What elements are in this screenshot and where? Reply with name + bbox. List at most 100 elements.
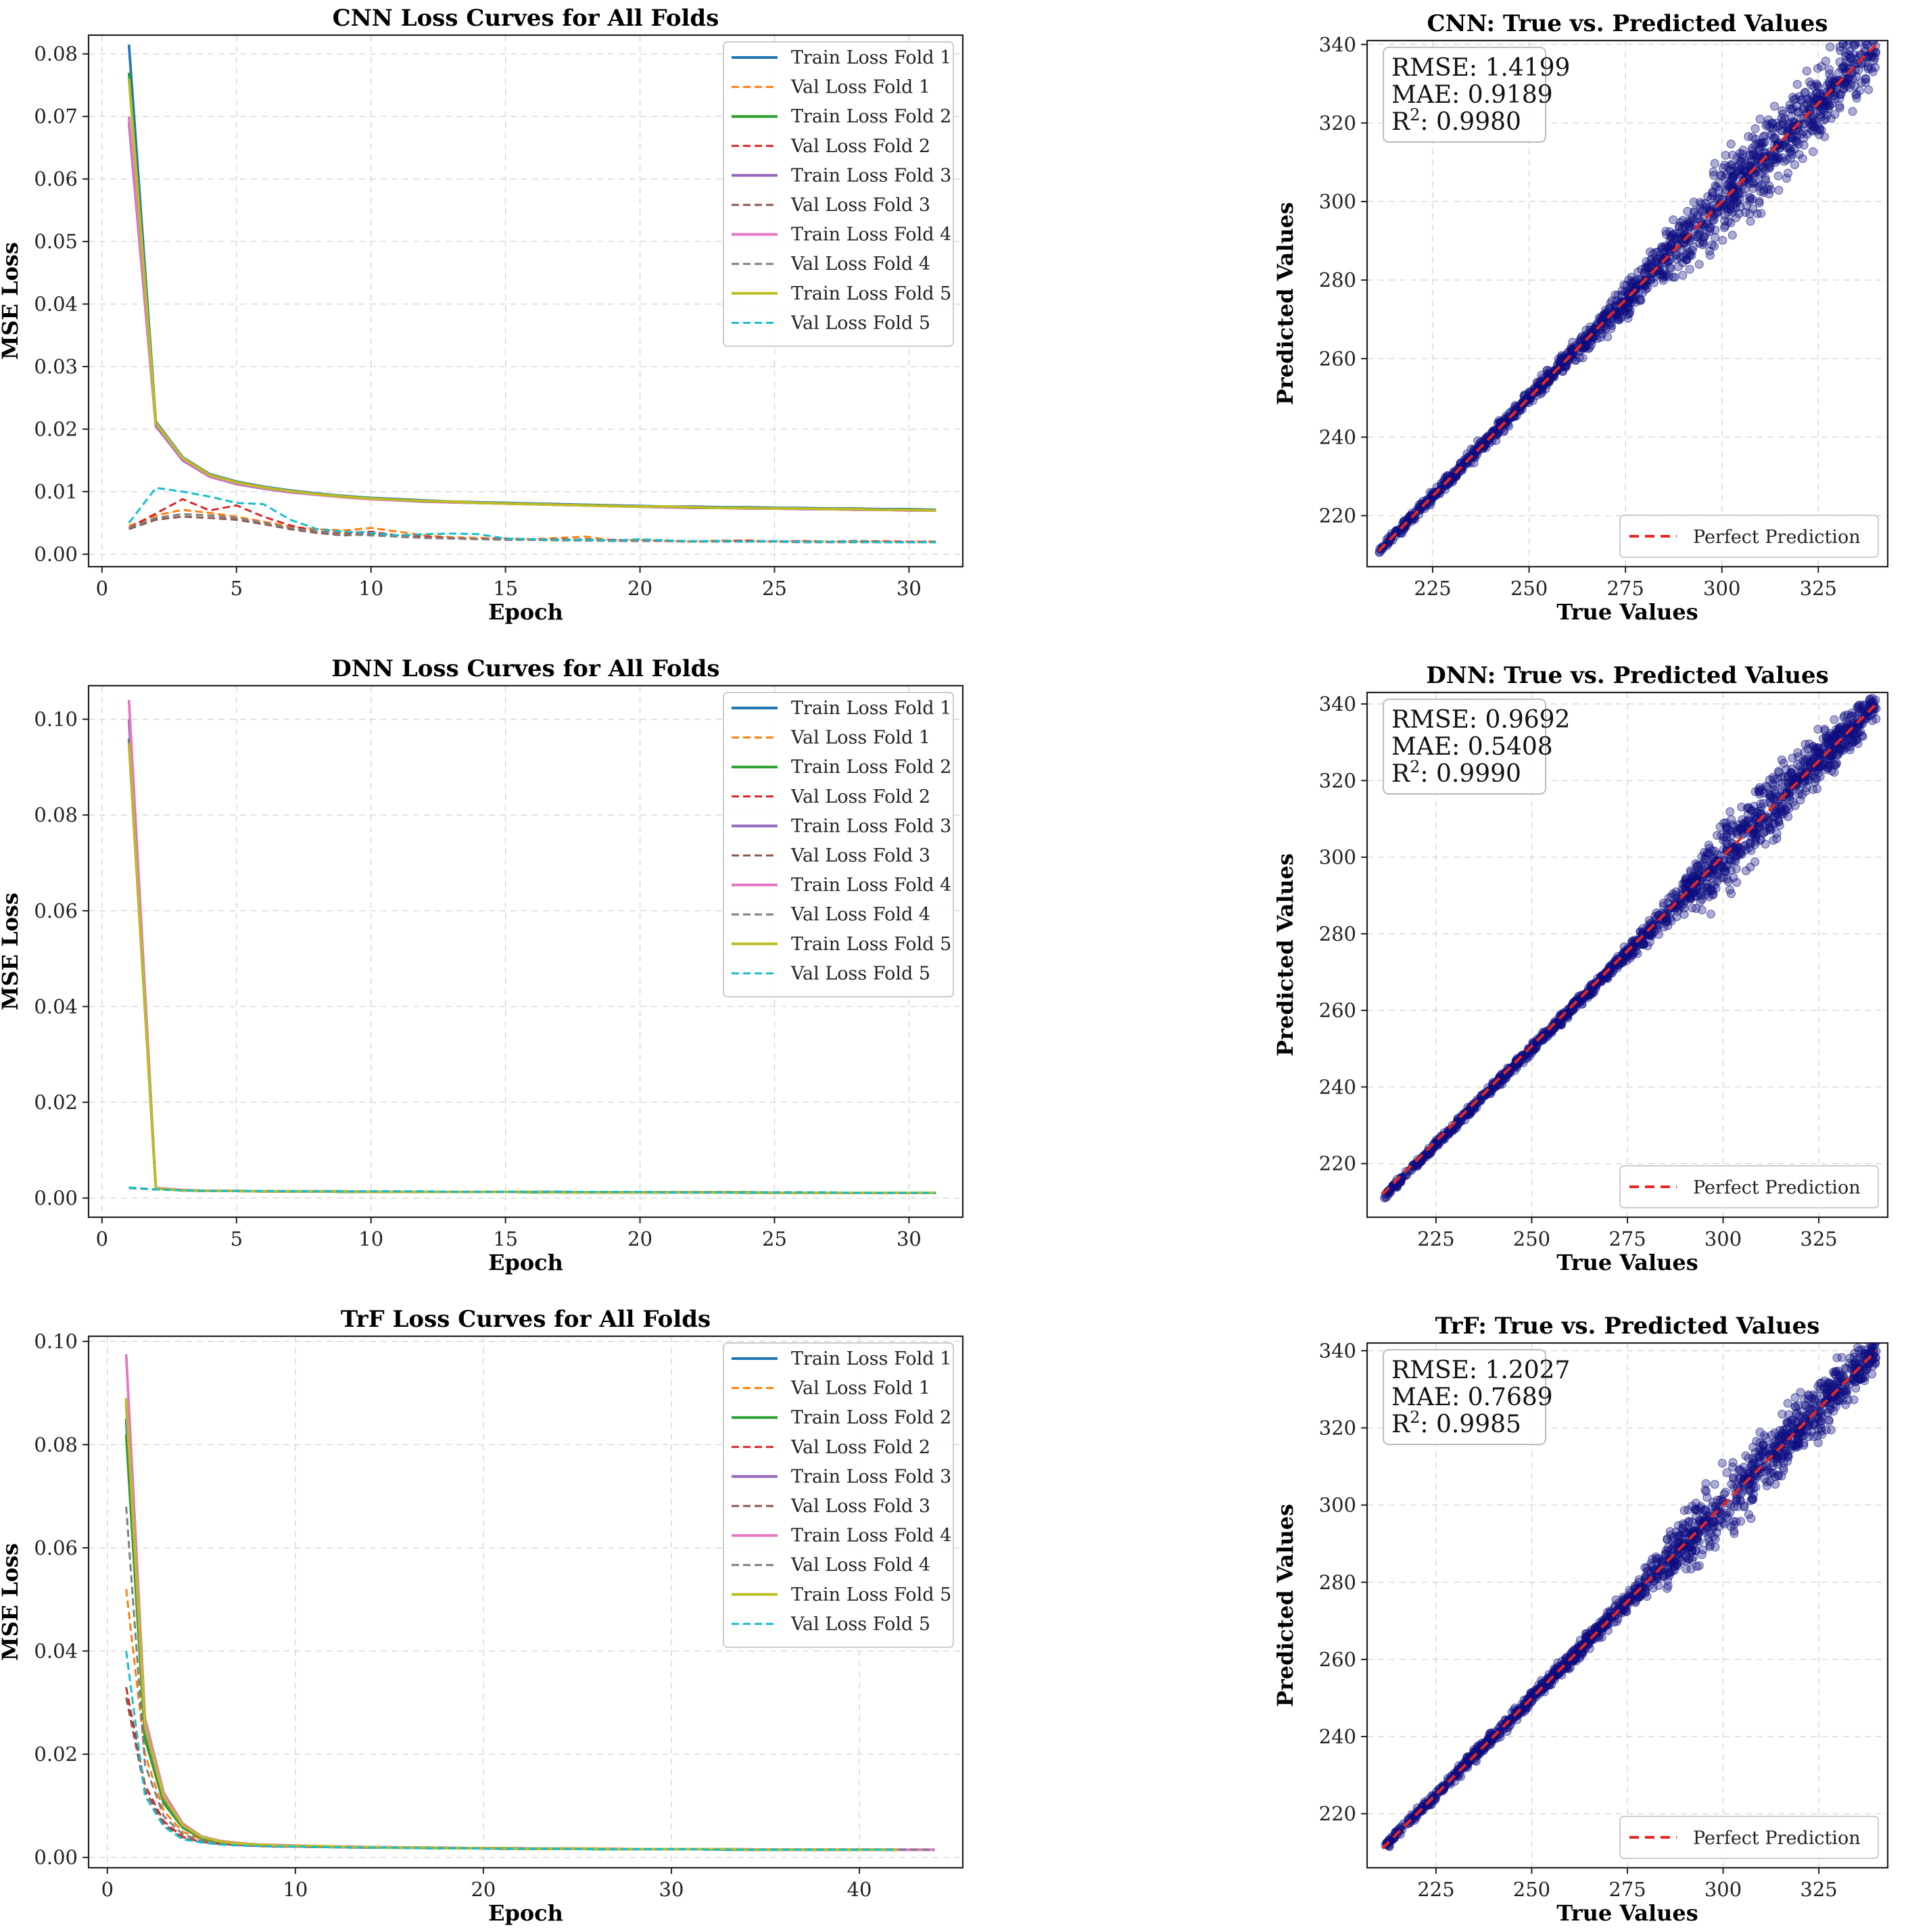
- legend-label: Val Loss Fold 5: [790, 963, 930, 984]
- data-point: [1728, 173, 1738, 183]
- data-point: [1783, 1398, 1792, 1408]
- y-tick-label: 340: [1319, 692, 1356, 715]
- chart-title: TrF Loss Curves for All Folds: [341, 1306, 711, 1333]
- data-point: [1703, 219, 1713, 229]
- data-point: [1732, 878, 1742, 887]
- data-point: [1792, 80, 1802, 89]
- x-axis-label: True Values: [1556, 1250, 1698, 1275]
- data-point: [1737, 802, 1746, 811]
- data-point: [1728, 150, 1738, 160]
- data-point: [1786, 133, 1795, 143]
- legend-label: Val Loss Fold 3: [790, 195, 930, 216]
- chart-title: DNN Loss Curves for All Folds: [331, 655, 719, 682]
- data-point: [1722, 839, 1732, 849]
- data-point: [1866, 30, 1874, 39]
- x-axis-label: True Values: [1556, 1900, 1698, 1926]
- legend-label: Perfect Prediction: [1693, 1177, 1861, 1198]
- series-line-2: [128, 509, 936, 543]
- x-tick-label: 325: [1800, 1227, 1837, 1250]
- data-point: [1700, 862, 1710, 870]
- legend-label: Val Loss Fold 1: [790, 728, 930, 749]
- legend-label: Val Loss Fold 4: [790, 904, 930, 925]
- data-point: [1746, 193, 1755, 203]
- data-point: [1771, 1451, 1780, 1460]
- data-point: [1771, 1436, 1780, 1446]
- data-point: [1736, 1497, 1746, 1506]
- data-point: [1719, 223, 1729, 233]
- data-point: [1759, 1441, 1768, 1451]
- data-point: [1842, 64, 1851, 74]
- data-point: [1587, 1625, 1596, 1634]
- data-point: [1683, 1528, 1692, 1538]
- y-tick-label: 0.03: [34, 355, 78, 378]
- data-point: [1672, 254, 1682, 264]
- y-tick-label: 0.00: [34, 1846, 78, 1869]
- data-point: [1778, 1430, 1787, 1438]
- r2-superscript: 2: [1410, 1408, 1420, 1427]
- y-tick-label: 220: [1319, 504, 1356, 527]
- x-tick-label: 25: [762, 577, 787, 600]
- data-point: [1699, 239, 1709, 248]
- data-point: [1728, 1517, 1738, 1526]
- series-line-4: [128, 498, 936, 543]
- data-point: [1800, 87, 1810, 97]
- y-tick-label: 0.08: [34, 1433, 78, 1456]
- x-tick-label: 300: [1704, 1878, 1742, 1901]
- legend-box: [1619, 1165, 1879, 1208]
- r2-superscript: 2: [1410, 757, 1420, 776]
- x-tick-label: 0: [101, 1878, 114, 1901]
- x-tick-label: 20: [471, 1878, 496, 1901]
- y-tick-label: 0.10: [34, 708, 78, 731]
- data-point: [1639, 1582, 1648, 1592]
- series-line-10: [128, 1186, 936, 1194]
- data-point: [1790, 160, 1799, 170]
- y-tick-label: 0.02: [34, 1091, 78, 1114]
- data-point: [1813, 64, 1822, 73]
- data-point: [1779, 1458, 1788, 1467]
- series-line-10: [128, 487, 936, 544]
- r2-prefix: R: [1391, 1411, 1410, 1438]
- legend-label: Train Loss Fold 2: [791, 1407, 951, 1428]
- data-point: [1863, 30, 1871, 39]
- data-point: [1723, 181, 1733, 190]
- legend-label: Val Loss Fold 1: [790, 1378, 930, 1399]
- data-point: [1794, 108, 1803, 117]
- data-point: [1670, 273, 1679, 282]
- data-point: [1620, 952, 1629, 962]
- data-point: [1723, 877, 1733, 887]
- data-point: [1786, 792, 1795, 801]
- y-tick-label: 260: [1319, 347, 1356, 370]
- x-tick-label: 0: [96, 577, 108, 600]
- data-point: [1537, 1676, 1546, 1685]
- data-point: [1672, 250, 1682, 259]
- data-point: [1835, 43, 1844, 51]
- data-point: [1654, 930, 1663, 939]
- data-point: [1631, 281, 1641, 291]
- data-point: [1688, 1517, 1696, 1527]
- data-point: [1820, 132, 1830, 141]
- x-tick-label: 250: [1510, 577, 1548, 600]
- data-point: [1783, 802, 1792, 811]
- data-point: [1815, 772, 1825, 781]
- data-point: [1843, 710, 1853, 720]
- data-point: [1799, 141, 1809, 150]
- data-point: [1713, 876, 1722, 886]
- data-point: [1712, 183, 1721, 192]
- data-point: [1667, 892, 1676, 901]
- data-point: [1785, 148, 1794, 158]
- data-point: [1826, 751, 1836, 761]
- data-point: [1727, 815, 1736, 824]
- data-point: [1723, 162, 1733, 172]
- data-point: [1756, 187, 1765, 196]
- data-point: [1869, 56, 1878, 66]
- data-point: [1669, 215, 1678, 225]
- data-point: [1700, 199, 1710, 208]
- data-point: [1629, 948, 1638, 958]
- y-tick-label: 340: [1319, 1339, 1356, 1362]
- data-point: [1375, 548, 1384, 557]
- data-point: [1713, 850, 1722, 859]
- data-point: [1871, 22, 1880, 30]
- x-tick-label: 325: [1800, 1878, 1837, 1901]
- series-line-9: [127, 78, 936, 512]
- data-point: [1646, 255, 1656, 264]
